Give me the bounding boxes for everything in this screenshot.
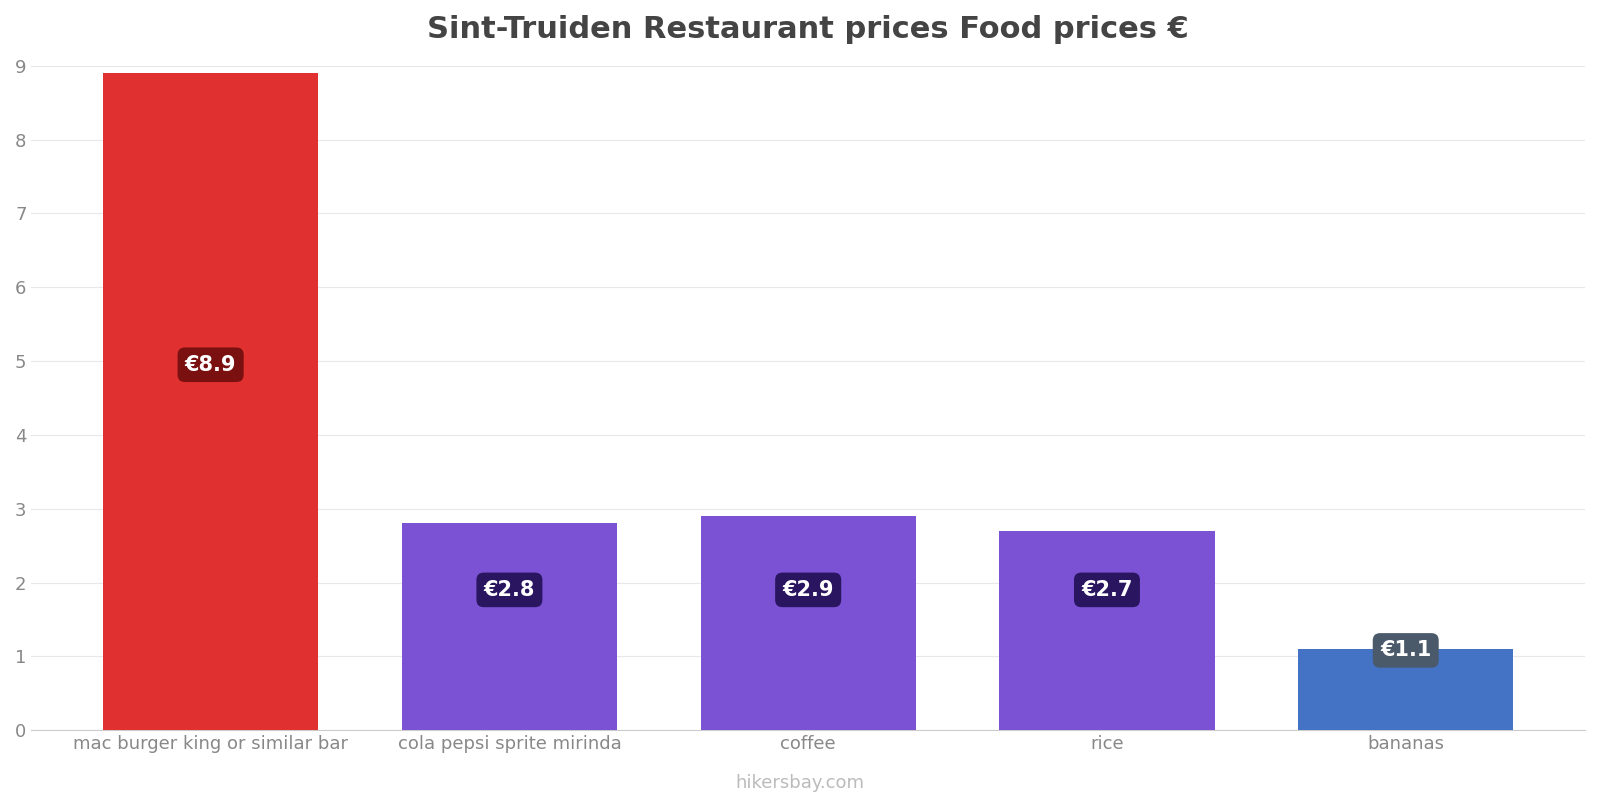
Bar xyxy=(701,516,915,730)
Bar xyxy=(1298,649,1514,730)
Bar xyxy=(1000,531,1214,730)
Title: Sint-Truiden Restaurant prices Food prices €: Sint-Truiden Restaurant prices Food pric… xyxy=(427,15,1189,44)
Text: €1.1: €1.1 xyxy=(1381,641,1432,661)
Text: hikersbay.com: hikersbay.com xyxy=(736,774,864,792)
Bar xyxy=(102,73,318,730)
Bar xyxy=(402,523,618,730)
Text: €8.9: €8.9 xyxy=(186,354,237,374)
Text: €2.8: €2.8 xyxy=(483,580,534,600)
Text: €2.7: €2.7 xyxy=(1082,580,1133,600)
Text: €2.9: €2.9 xyxy=(782,580,834,600)
